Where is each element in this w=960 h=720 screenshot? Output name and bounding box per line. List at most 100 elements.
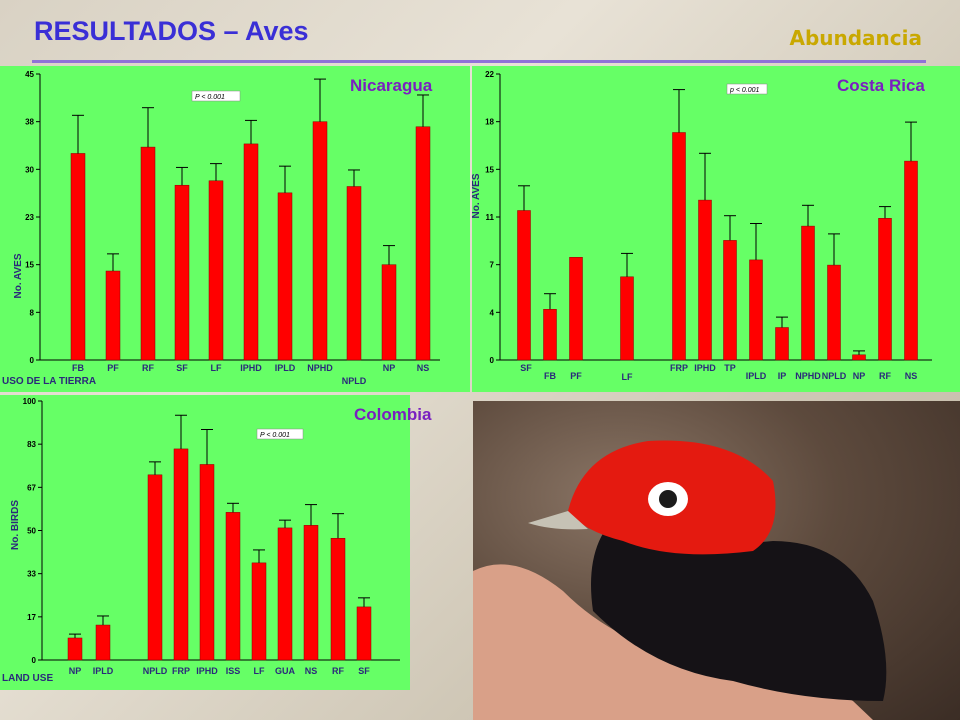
bar-lf: [251, 562, 267, 661]
costa-rica-bar-chart: 0 4 7 11 15 18 22 No. AVES p < 0.001 SF FB PF LF FRP I…: [471, 70, 932, 382]
y-tick-label: 17: [27, 613, 36, 622]
p-value-annotation: P < 0.001: [260, 432, 290, 439]
x-tick-label: RF: [879, 371, 891, 381]
p-value-annotation: p < 0.001: [729, 87, 759, 94]
bar-rf: [878, 218, 892, 361]
y-tick-label: 15: [25, 261, 34, 270]
bar-pf: [105, 270, 121, 361]
bar-iss: [225, 512, 241, 661]
y-tick-label: 23: [25, 213, 34, 222]
x-tick-label: NS: [305, 666, 318, 676]
y-tick-label: 11: [486, 213, 495, 222]
p-value-annotation: P < 0.001: [195, 94, 225, 101]
x-tick-label: SF: [358, 666, 370, 676]
bar-gua: [277, 527, 293, 661]
x-tick-label: IPHD: [694, 363, 716, 373]
x-tick-label: PF: [107, 363, 119, 373]
bar-np: [381, 264, 397, 361]
x-tick-label: NPHD: [795, 371, 821, 381]
bar-ip: [775, 327, 789, 361]
x-tick-label: LF: [254, 666, 265, 676]
x-tick-label: IPLD: [746, 371, 767, 381]
slide-title: RESULTADOS – Aves: [34, 16, 309, 46]
bar-frp: [173, 448, 189, 661]
x-tick-label: IPHD: [240, 363, 262, 373]
y-tick-label: 0: [30, 356, 35, 365]
x-tick-label: NS: [905, 371, 918, 381]
x-tick-label: IP: [778, 371, 787, 381]
y-tick-label: 0: [32, 656, 37, 665]
bar-iphd: [243, 143, 259, 361]
bird-photo: [473, 401, 960, 720]
y-tick-label: 18: [485, 118, 494, 127]
chart-title-costa-rica: Costa Rica: [837, 76, 925, 95]
x-tick-label: FRP: [172, 666, 190, 676]
bar-lf: [208, 180, 224, 361]
red-capped-manakin-icon: [473, 440, 887, 720]
title-underline: [32, 60, 926, 63]
bar-fb: [543, 309, 557, 361]
y-axis-label: No. AVES: [13, 253, 24, 298]
y-tick-label: 30: [25, 165, 34, 174]
y-tick-label: 7: [490, 261, 495, 270]
bar-npld: [346, 186, 362, 361]
bar-fb: [70, 153, 86, 361]
chart-title-nicaragua: Nicaragua: [350, 76, 433, 95]
y-tick-label: 22: [485, 70, 494, 79]
bar-ipld: [277, 192, 293, 361]
x-tick-label: NS: [417, 363, 430, 373]
y-tick-label: 38: [25, 118, 34, 127]
x-tick-label: SF: [176, 363, 188, 373]
y-tick-label: 8: [30, 308, 35, 317]
nicaragua-chart-panel: Nicaragua 0 8 15 23 30 38 45 No. AVES USO DE LA …: [0, 66, 470, 392]
y-tick-label: 4: [490, 308, 495, 317]
p-value-box: [256, 428, 304, 440]
x-tick-label: LF: [211, 363, 222, 373]
chart-title-colombia: Colombia: [354, 405, 432, 424]
nicaragua-bar-chart: 0 8 15 23 30 38 45 No. AVES USO DE LA TIERRA P < …: [2, 70, 440, 387]
x-tick-label: FB: [544, 371, 556, 381]
x-tick-label: FRP: [670, 363, 688, 373]
bar-rf: [330, 538, 346, 661]
x-tick-label: NP: [69, 666, 82, 676]
x-tick-label: GUA: [275, 666, 296, 676]
x-tick-label: TP: [724, 363, 736, 373]
x-tick-label: RF: [332, 666, 344, 676]
colombia-chart-panel: Colombia 0 17 33 50 67 83 100 No. BIRDS LAND USE…: [0, 395, 431, 690]
x-tick-label: NP: [383, 363, 396, 373]
x-tick-label: NPHD: [307, 363, 333, 373]
x-tick-label: FB: [72, 363, 84, 373]
x-tick-label: ISS: [226, 666, 241, 676]
y-tick-label: 83: [27, 440, 36, 449]
x-tick-label: NPLD: [822, 371, 847, 381]
x-tick-label: NPLD: [342, 376, 367, 386]
bar-sf: [174, 184, 190, 361]
y-tick-label: 50: [27, 527, 36, 536]
bar-nphd: [801, 225, 815, 361]
bar-sf: [517, 210, 531, 361]
bar-ipld: [95, 624, 111, 661]
y-tick-label: 33: [27, 570, 36, 579]
bar-npld: [147, 474, 163, 661]
bar-frp: [672, 132, 686, 361]
bar-sf: [356, 606, 372, 661]
x-tick-label: NPLD: [143, 666, 168, 676]
x-tick-label: RF: [142, 363, 154, 373]
bar-lf: [620, 276, 634, 361]
y-tick-label: 45: [25, 70, 34, 79]
x-tick-label: LF: [622, 372, 633, 382]
bar-ns: [415, 126, 431, 361]
y-tick-label: 100: [23, 397, 37, 406]
bar-pf: [569, 257, 583, 361]
costa-rica-chart-panel: Costa Rica 0 4 7 11 15 18 22 No. AVES p < 0.001 S…: [471, 66, 960, 392]
y-tick-label: 15: [485, 165, 494, 174]
x-axis-label: LAND USE: [2, 673, 53, 684]
x-tick-label: NP: [853, 371, 866, 381]
y-axis-label: No. AVES: [471, 173, 482, 218]
bar-ipld: [749, 259, 763, 361]
bar-rf: [140, 146, 156, 361]
p-value-box: [726, 83, 768, 95]
bar-np: [67, 637, 83, 661]
x-tick-label: SF: [520, 363, 532, 373]
bar-npld: [827, 264, 841, 361]
